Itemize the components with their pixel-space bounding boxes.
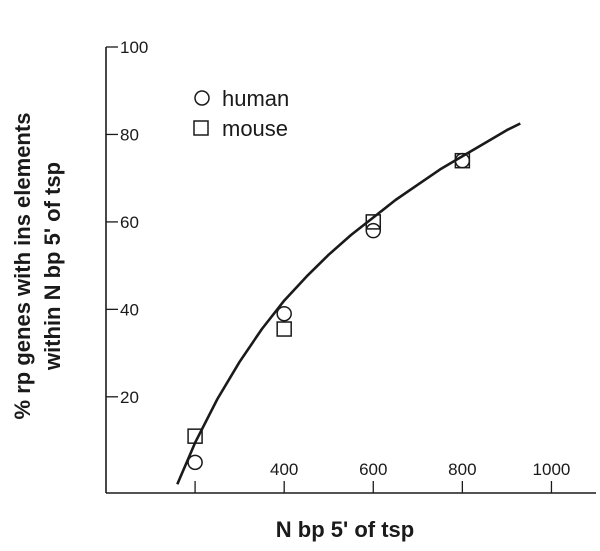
y-tick-label-20: 20	[120, 388, 139, 407]
y-tick-label-80: 80	[120, 125, 139, 144]
legend-mouse-label: mouse	[222, 116, 288, 141]
fit-curve	[176, 122, 521, 485]
mouse-point-800	[454, 152, 471, 169]
legend: human mouse	[193, 86, 289, 141]
x-tick-label-800: 800	[448, 460, 476, 479]
legend-human-marker	[194, 90, 210, 106]
human-point-400	[276, 305, 292, 322]
human-point-200	[187, 454, 203, 471]
mouse-point-200	[187, 428, 203, 444]
y-axis-title-line-1: % rp genes with ins elements	[10, 113, 35, 420]
x-tick-label-600: 600	[359, 460, 387, 479]
ticks: 20 40 60 80 100 400 600 800 1000	[106, 38, 570, 493]
fit-curve-layer	[176, 122, 521, 485]
y-tick-label-60: 60	[120, 213, 139, 232]
mouse-point-400	[276, 321, 292, 337]
x-tick-label-1000: 1000	[533, 460, 571, 479]
mouse-point-600	[365, 214, 382, 230]
x-tick-label-400: 400	[270, 460, 298, 479]
legend-mouse-marker	[193, 120, 209, 136]
y-axis-title: % rp genes with ins elements within N bp…	[10, 113, 65, 420]
x-axis-title: N bp 5' of tsp	[276, 517, 414, 542]
human-point-600	[365, 222, 382, 239]
y-axis-title-line-2: within N bp 5' of tsp	[40, 162, 65, 371]
data-points	[187, 152, 471, 471]
legend-human-label: human	[222, 86, 289, 111]
human-point-800	[454, 152, 471, 169]
y-tick-label-40: 40	[120, 300, 139, 319]
axes	[105, 47, 596, 494]
y-tick-label-100: 100	[120, 38, 148, 57]
